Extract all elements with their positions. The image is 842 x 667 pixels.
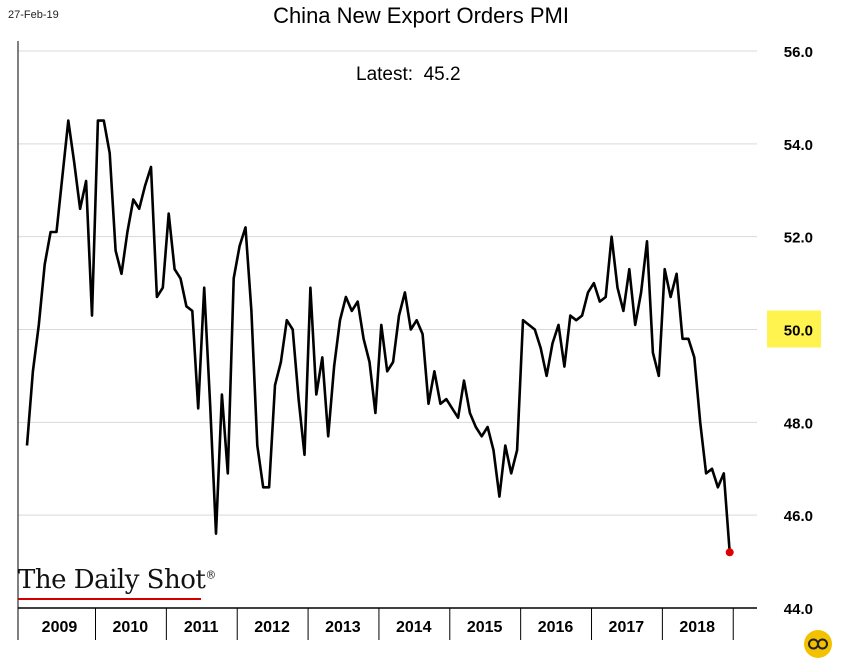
last-point-marker — [725, 548, 734, 557]
x-tick-label: 2018 — [679, 619, 715, 636]
registered-mark: ® — [205, 568, 216, 582]
y-tick-label: 50.0 — [784, 323, 813, 340]
x-tick-label: 2011 — [184, 619, 219, 636]
y-axis: 44.0 46.0 48.0 50.0 52.0 54.0 56.0 — [767, 44, 821, 618]
brand-logo: The Daily Shot® — [18, 565, 216, 595]
x-tick-label: 2014 — [396, 619, 432, 636]
y-tick-label: 52.0 — [784, 230, 813, 247]
latest-label: Latest: — [356, 64, 414, 85]
chart-title: China New Export Orders PMI — [273, 3, 569, 28]
y-tick-label: 54.0 — [784, 137, 813, 154]
x-tick-label: 2013 — [325, 619, 361, 636]
y-tick-label: 46.0 — [784, 508, 813, 525]
grid-lines — [18, 50, 757, 516]
latest-value-label: Latest: 45.2 — [356, 64, 461, 86]
series-line — [25, 119, 731, 553]
x-tick-label: 2009 — [42, 619, 78, 636]
ytick-highlight — [767, 310, 821, 348]
y-tick-label: 56.0 — [784, 44, 813, 61]
daily-shot-logo-icon — [804, 630, 832, 658]
brand-name: The Daily Shot — [18, 565, 206, 595]
x-tick-label: 2012 — [254, 619, 290, 636]
y-tick-label: 44.0 — [784, 601, 813, 618]
x-tick-label: 2016 — [538, 619, 574, 636]
date-stamp: 27-Feb-19 — [8, 9, 59, 21]
x-axis: 2009 2010 2011 2012 2013 2014 2015 2016 2017 2018 — [17, 41, 757, 640]
x-tick-label: 2017 — [609, 619, 645, 636]
x-tick-label: 2010 — [113, 619, 149, 636]
y-tick-label: 48.0 — [784, 415, 813, 432]
x-tick-label: 2015 — [467, 619, 503, 636]
latest-value: 45.2 — [423, 64, 461, 85]
brand-underline — [18, 598, 201, 600]
